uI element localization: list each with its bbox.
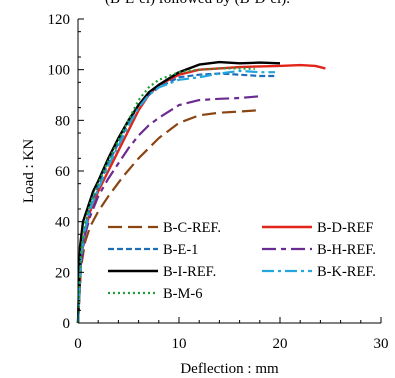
legend-label-6: B-M-6 — [163, 286, 202, 302]
legend-label-0: B-C-REF. — [163, 220, 221, 236]
legend-label-2: B-E-1 — [163, 242, 198, 258]
series-lines — [76, 60, 326, 324]
legend-label-4: B-I-REF. — [163, 264, 216, 280]
x-tick-label: 10 — [172, 336, 187, 352]
figure-caption: (B-E-el) followed by (B-D-el). — [0, 0, 395, 8]
x-tick-label: 20 — [273, 336, 288, 352]
series-line-1 — [76, 63, 326, 324]
y-tick-label: 20 — [55, 265, 70, 281]
y-tick-label: 100 — [48, 63, 71, 79]
y-tick-label: 40 — [55, 215, 70, 231]
legend-label-3: B-H-REF. — [317, 242, 376, 258]
series-line-5 — [76, 69, 275, 324]
y-tick-label: 0 — [63, 316, 71, 332]
x-axis-label: Deflection : mm — [180, 361, 279, 377]
legend: B-C-REF. B-D-REF B-E-1 B-H-REF. B-I-REF. B-K-… — [108, 220, 376, 302]
x-tick-label: 30 — [374, 336, 389, 352]
series-line-4 — [76, 60, 281, 324]
y-tick-label: 80 — [55, 113, 70, 129]
y-tick-label: 120 — [48, 12, 71, 28]
series-line-3 — [76, 95, 260, 324]
y-axis-label: Load : KN — [21, 139, 37, 203]
series-line-6 — [76, 67, 255, 324]
legend-label-1: B-D-REF — [317, 220, 373, 236]
series-line-0 — [76, 109, 260, 324]
legend-label-5: B-K-REF. — [317, 264, 376, 280]
x-tick-label: 0 — [74, 336, 82, 352]
y-tick-label: 60 — [55, 164, 70, 180]
axes: 0 20 40 60 80 100 120 0 10 20 30 Deflection : mm Loa… — [21, 12, 389, 377]
